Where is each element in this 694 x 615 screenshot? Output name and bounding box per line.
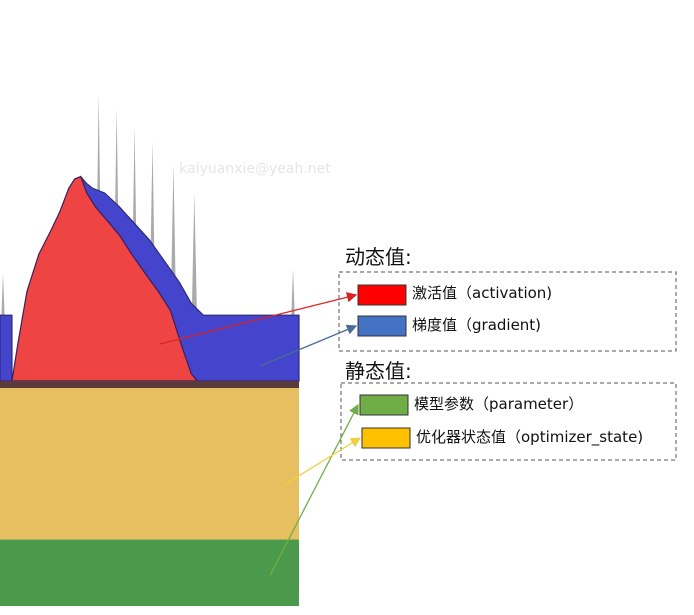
legend-item-gradient: 梯度值（gradient) bbox=[357, 315, 541, 337]
static-area-layer bbox=[0, 381, 299, 606]
legend-item-activation: 激活值（activation) bbox=[357, 284, 552, 306]
legend-swatch-optimizer_state bbox=[361, 427, 411, 449]
dynamic-values-heading: 动态值: bbox=[345, 245, 412, 269]
legend-item-optimizer_state: 优化器状态值（optimizer_state) bbox=[361, 427, 643, 449]
legend-items: 激活值（activation) 梯度值（gradient) 模型参数（paramet… bbox=[357, 284, 643, 449]
legend-arrow-optimizer_state bbox=[285, 437, 362, 485]
legend-item-parameter: 模型参数（parameter） bbox=[359, 394, 583, 416]
legend-swatch-parameter bbox=[359, 394, 409, 416]
legend-arrow-parameter bbox=[269, 403, 359, 576]
legend-label-activation: 激活值（activation) bbox=[412, 284, 552, 302]
legend-label-parameter: 模型参数（parameter） bbox=[414, 395, 583, 413]
legend-swatch-activation bbox=[357, 284, 407, 306]
legend-arrow-activation bbox=[159, 292, 358, 345]
dynamic-area-layer bbox=[0, 175, 300, 382]
static-layer-parameter bbox=[0, 539, 299, 606]
static-values-heading: 静态值: bbox=[345, 359, 412, 383]
legend-label-gradient: 梯度值（gradient) bbox=[412, 316, 541, 334]
legend-arrow-gradient bbox=[259, 324, 358, 367]
legend-swatch-gradient bbox=[357, 315, 407, 337]
legend-arrows bbox=[159, 292, 362, 576]
dynamic-legend-box bbox=[338, 271, 677, 352]
static-legend-box bbox=[340, 382, 677, 461]
watermark-text: kaiyuanxie@yeah.net bbox=[179, 161, 331, 177]
boundary-band bbox=[0, 381, 299, 388]
legend-label-optimizer_state: 优化器状态值（optimizer_state) bbox=[416, 428, 643, 447]
area-activation bbox=[11, 175, 199, 382]
static-layer-optimizer_state bbox=[0, 388, 299, 540]
